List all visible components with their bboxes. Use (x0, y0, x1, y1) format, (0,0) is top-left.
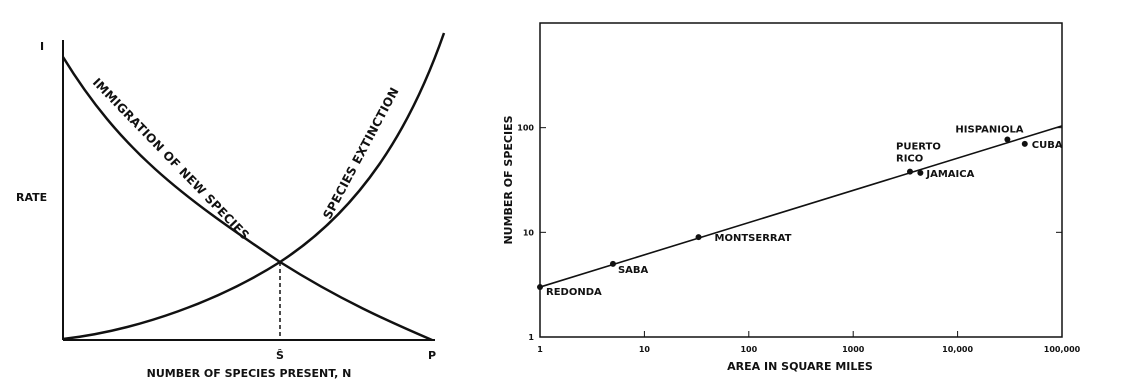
x-tick-label: 10,000 (942, 345, 973, 354)
y-tick-label: 1 (528, 333, 534, 342)
area-axis-label: AREA IN SQUARE MILES (727, 360, 873, 373)
rate-axis-label: RATE (16, 191, 47, 204)
immigration-curve (61, 56, 433, 342)
immigration-curve-label: IMMIGRATION OF NEW SPECIES (90, 75, 252, 242)
x-tick-label: 1 (537, 345, 543, 354)
point-cuba (1021, 140, 1028, 147)
equilibrium-chart: I RATE NUMBER OF SPECIES PRESENT, N Ŝ P … (16, 32, 446, 380)
x-tick-label: 100 (740, 345, 757, 354)
y-axis-marker-label: I (40, 40, 44, 53)
x-tick-label: 100,000 (1044, 345, 1081, 354)
point-saba (609, 260, 616, 267)
species-area-chart: 1 10 100 1000 10,000 100,000 1 10 100 REDONDA SAB… (502, 22, 1081, 373)
point-jamaica (917, 169, 924, 176)
point-label-puerto-rico: PUERTO RICO (896, 142, 941, 165)
x-tick-label: 10 (639, 345, 651, 354)
point-label-jamaica: JAMAICA (925, 169, 974, 180)
point-redonda (537, 284, 543, 291)
plot-frame (539, 22, 1063, 338)
point-label-montserrat: MONTSERRAT (715, 233, 792, 244)
point-hispaniola (1004, 136, 1011, 143)
point-label-redonda: REDONDA (546, 287, 602, 298)
y-tick-label: 10 (523, 228, 535, 237)
point-label-hispaniola: HISPANIOLA (955, 125, 1023, 136)
trend-line (539, 125, 1063, 288)
equilibrium-marker-label: Ŝ (276, 349, 284, 362)
point-montserrat (695, 234, 702, 241)
data-points: REDONDA SABA MONTSERRAT PUERTO RICO JAMAICA HI… (537, 125, 1063, 298)
species-axis-label: NUMBER OF SPECIES PRESENT, N (147, 367, 352, 380)
point-label-saba: SABA (618, 265, 649, 276)
extinction-curve-label: SPECIES EXTINCTION (320, 85, 401, 222)
axis-ticks: 1 10 100 1000 10,000 100,000 1 10 100 (517, 124, 1080, 354)
x-tick-label: 1000 (842, 345, 865, 354)
fit-line (539, 125, 1063, 288)
point-label-cuba: CUBA (1032, 140, 1063, 151)
point-puerto-rico (907, 168, 914, 175)
species-count-axis-label: NUMBER OF SPECIES (502, 115, 515, 244)
y-tick-label: 100 (517, 124, 534, 133)
extinction-curve (62, 32, 446, 341)
pool-marker-label: P (428, 349, 436, 362)
